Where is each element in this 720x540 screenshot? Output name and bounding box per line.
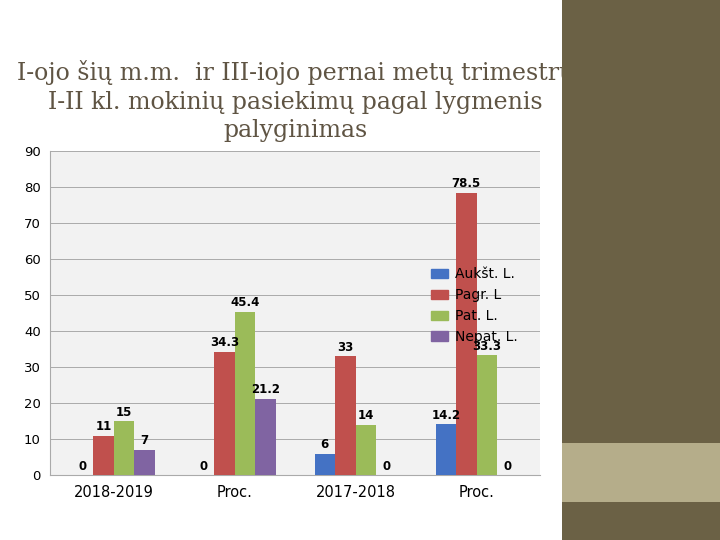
Text: 34.3: 34.3 <box>210 336 239 349</box>
Bar <box>436 424 456 475</box>
Text: 11: 11 <box>95 420 112 433</box>
Bar <box>114 421 135 475</box>
Text: 14.2: 14.2 <box>431 409 460 422</box>
Text: 0: 0 <box>200 460 208 472</box>
Text: 21.2: 21.2 <box>251 383 280 396</box>
Bar <box>315 454 335 475</box>
Bar <box>456 193 477 475</box>
Bar <box>235 312 256 475</box>
Text: 0: 0 <box>503 460 511 472</box>
Text: 14: 14 <box>358 409 374 422</box>
Bar <box>93 436 114 475</box>
Bar <box>356 425 377 475</box>
Bar <box>477 355 498 475</box>
Text: 33.3: 33.3 <box>472 340 501 353</box>
Text: 0: 0 <box>382 460 390 472</box>
Text: 0: 0 <box>79 460 87 472</box>
Title: I-ojo šių m.m.  ir III-iojo pernai metų trimestru̥
I-II kl. mokinių pasiekimų pa: I-ojo šių m.m. ir III-iojo pernai metų t… <box>17 59 574 143</box>
Bar <box>214 352 235 475</box>
Text: 15: 15 <box>116 406 132 419</box>
Bar <box>135 450 155 475</box>
Text: 78.5: 78.5 <box>451 177 481 190</box>
Text: 7: 7 <box>140 435 149 448</box>
Text: 33: 33 <box>337 341 354 354</box>
Text: 45.4: 45.4 <box>230 296 260 309</box>
Bar <box>335 356 356 475</box>
Legend: Aukšt. L., Pagr. L, Pat. L., Nepat. L.: Aukšt. L., Pagr. L, Pat. L., Nepat. L. <box>426 262 523 350</box>
Text: 6: 6 <box>320 438 329 451</box>
Bar <box>256 399 276 475</box>
